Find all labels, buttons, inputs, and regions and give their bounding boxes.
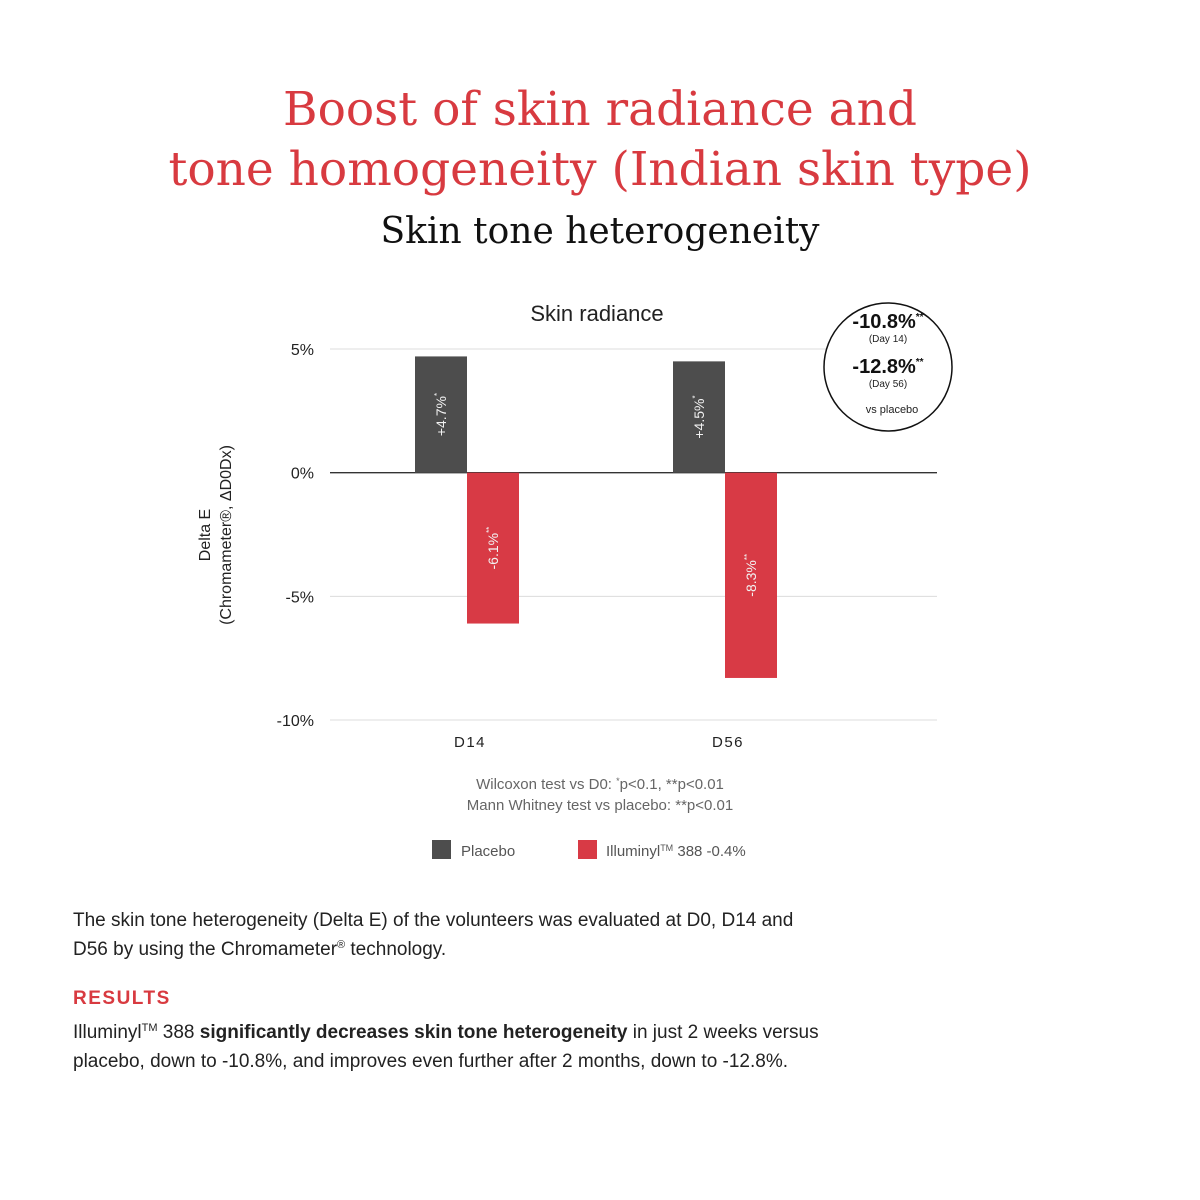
x-tick-label: D56 (712, 734, 744, 751)
page-title-line-2: tone homogeneity (Indian skin type) (168, 142, 1032, 197)
description-text: The skin tone heterogeneity (Delta E) of… (73, 910, 794, 960)
x-tick-label: D14 (454, 734, 486, 751)
y-tick-label: -10% (277, 713, 314, 730)
callout-value-day14: -10.8%** (852, 311, 923, 333)
bar-d14-placebo (415, 356, 467, 473)
callout-day56-label: (Day 56) (869, 379, 907, 390)
callout-value-day56: -12.8%** (852, 356, 923, 378)
chart-title: Skin radiance (530, 301, 663, 326)
legend-label-placebo: Placebo (461, 843, 515, 860)
description-registered-mark: ® (337, 939, 346, 951)
y-tick-label: 5% (291, 342, 314, 359)
data-label: +4.7%* (433, 393, 449, 436)
footnote-wilcoxon: Wilcoxon test vs D0: *p<0.1, **p<0.01 (476, 776, 724, 793)
page-title: Boost of skin radiance and tone homogene… (0, 80, 1200, 200)
legend-label-illuminyl: IlluminylTM 388 -0.4% (606, 843, 746, 860)
bar-d14-illuminyl (467, 472, 519, 624)
data-label: +4.5%* (691, 395, 707, 438)
results-highlight: significantly decreases skin tone hetero… (199, 1022, 628, 1043)
page-subtitle: Skin tone heterogeneity (380, 211, 820, 252)
results-heading: RESULTS (73, 988, 171, 1009)
footnote-mann-whitney: Mann Whitney test vs placebo: **p<0.01 (467, 797, 733, 814)
bar-d56-illuminyl (725, 472, 777, 678)
data-label: -8.3%** (743, 554, 759, 597)
y-tick-label: 0% (291, 466, 314, 483)
callout-note: vs placebo (866, 404, 919, 416)
bar-d56-placebo (673, 361, 725, 473)
y-tick-label: -5% (286, 589, 314, 606)
y-axis-label: Delta E (Chromameter®, ΔD0Dx) (197, 445, 235, 625)
callout-day14-label: (Day 14) (869, 334, 907, 345)
legend-swatch-placebo (432, 840, 451, 859)
page-title-line-1: Boost of skin radiance and (283, 82, 917, 137)
legend-swatch-illuminyl (578, 840, 597, 859)
callout-circle (823, 302, 953, 432)
data-label: -6.1%** (485, 527, 501, 570)
results-text: IlluminylTM 388 significantly decreases … (73, 1022, 819, 1072)
bar-chart: Skin radiance 5% 0% -5% -10% Delta E (Chromame… (197, 301, 953, 860)
